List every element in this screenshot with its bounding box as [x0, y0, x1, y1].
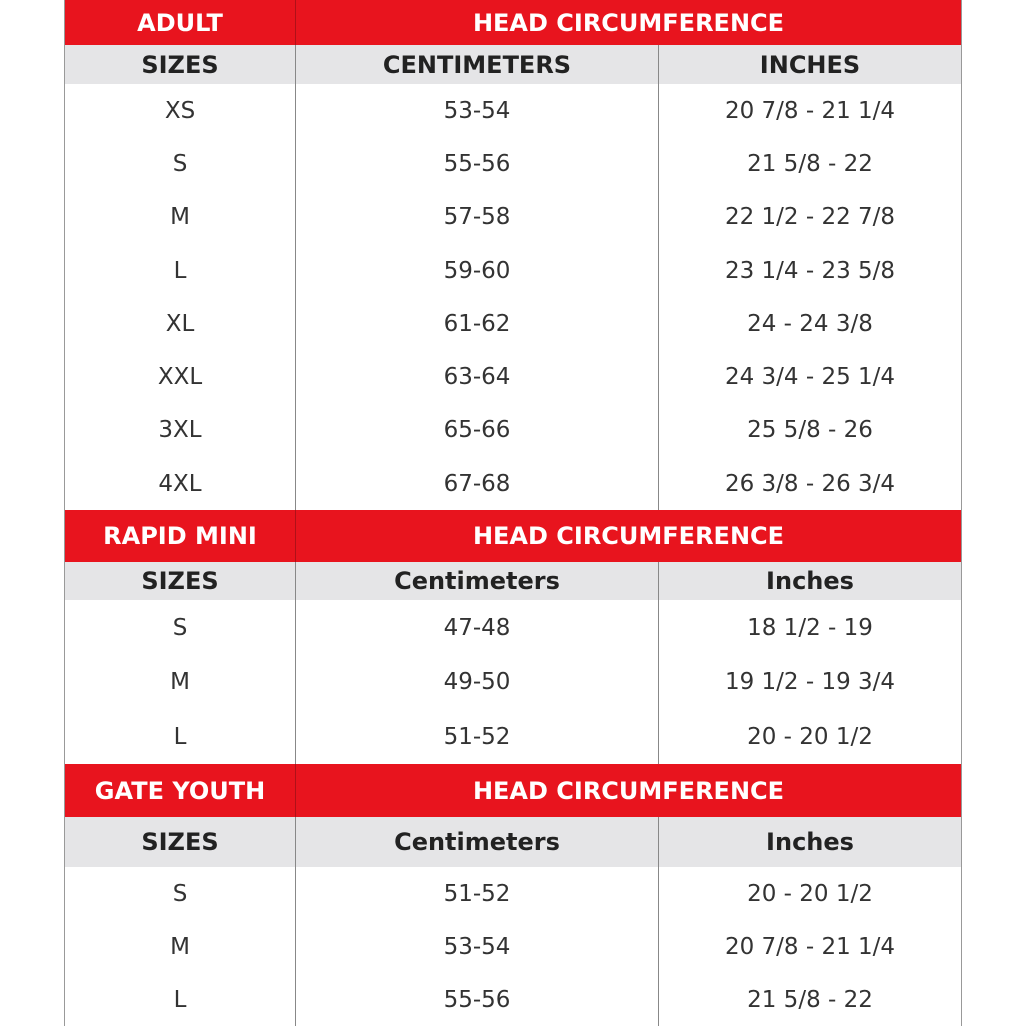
column-header-inches: INCHES — [759, 50, 861, 79]
group-header: HEAD CIRCUMFERENCE — [472, 522, 785, 551]
inches-cell: 26 3/8 - 26 3/4 — [724, 470, 896, 497]
centimeters-cell: 55-56 — [296, 137, 659, 191]
centimeters-cell: 61-62 — [296, 297, 659, 351]
inches-cell: 20 7/8 - 21 1/4 — [724, 97, 896, 124]
centimeters-cell: 47-48 — [296, 600, 659, 656]
size-cell: 4XL — [65, 457, 296, 511]
table-row: S 47-48 18 1/2 - 19 — [65, 600, 961, 656]
centimeters-cell: 55-56 — [296, 973, 659, 1026]
centimeters-cell: 51-52 — [296, 709, 659, 765]
section-title: GATE YOUTH — [65, 764, 296, 818]
column-header-centimeters: Centimeters — [296, 817, 659, 868]
section-rapid-mini: RAPID MINI HEAD CIRCUMFERENCE SIZES Centime… — [65, 510, 961, 765]
inches-cell: 21 5/8 - 22 — [747, 150, 873, 177]
table-row: XL 61-62 24 - 24 3/8 — [65, 297, 961, 351]
table-row: L 55-56 21 5/8 - 22 — [65, 973, 961, 1026]
table-row: 4XL 67-68 26 3/8 - 26 3/4 — [65, 457, 961, 511]
inches-cell: 23 1/4 - 23 5/8 — [724, 257, 896, 284]
column-header-row: SIZES Centimeters Inches — [65, 817, 961, 868]
column-header-inches: Inches — [766, 567, 854, 596]
size-cell: M — [65, 190, 296, 244]
size-cell: S — [65, 600, 296, 656]
table-row: S 51-52 20 - 20 1/2 — [65, 867, 961, 921]
column-header-sizes: SIZES — [65, 817, 296, 868]
table-row: S 55-56 21 5/8 - 22 — [65, 137, 961, 191]
table-row: XXL 63-64 24 3/4 - 25 1/4 — [65, 350, 961, 404]
centimeters-cell: 53-54 — [296, 920, 659, 974]
group-header: HEAD CIRCUMFERENCE — [472, 776, 785, 805]
size-cell: XS — [65, 84, 296, 138]
size-chart-table: ADULT HEAD CIRCUMFERENCE SIZES CENTIMETERS I… — [64, 0, 962, 1026]
inches-cell: 22 1/2 - 22 7/8 — [724, 204, 896, 231]
section-adult: ADULT HEAD CIRCUMFERENCE SIZES CENTIMETERS I… — [65, 0, 961, 511]
centimeters-cell: 49-50 — [296, 655, 659, 710]
column-header-sizes: SIZES — [65, 562, 296, 601]
inches-cell: 20 - 20 1/2 — [747, 880, 873, 907]
table-row: L 59-60 23 1/4 - 23 5/8 — [65, 243, 961, 298]
centimeters-cell: 65-66 — [296, 403, 659, 458]
table-row: L 51-52 20 - 20 1/2 — [65, 709, 961, 765]
table-row: 3XL 65-66 25 5/8 - 26 — [65, 403, 961, 458]
column-header-centimeters: Centimeters — [296, 562, 659, 601]
size-cell: XXL — [65, 350, 296, 404]
inches-cell: 20 - 20 1/2 — [747, 724, 873, 751]
size-cell: M — [65, 920, 296, 974]
section-gate-youth: GATE YOUTH HEAD CIRCUMFERENCE SIZES Centime… — [65, 764, 961, 1026]
inches-cell: 20 7/8 - 21 1/4 — [724, 933, 896, 960]
table-row: XS 53-54 20 7/8 - 21 1/4 — [65, 84, 961, 138]
size-cell: M — [65, 655, 296, 710]
column-header-sizes: SIZES — [65, 45, 296, 84]
section-header-row: GATE YOUTH HEAD CIRCUMFERENCE — [65, 764, 961, 818]
inches-cell: 21 5/8 - 22 — [747, 986, 873, 1013]
table-row: M 57-58 22 1/2 - 22 7/8 — [65, 190, 961, 244]
column-header-row: SIZES CENTIMETERS INCHES — [65, 45, 961, 84]
centimeters-cell: 63-64 — [296, 350, 659, 404]
size-cell: XL — [65, 297, 296, 351]
size-cell: 3XL — [65, 403, 296, 458]
size-cell: L — [65, 243, 296, 298]
column-header-inches: Inches — [766, 828, 854, 857]
centimeters-cell: 51-52 — [296, 867, 659, 921]
inches-cell: 18 1/2 - 19 — [747, 614, 873, 641]
centimeters-cell: 57-58 — [296, 190, 659, 244]
column-header-centimeters: CENTIMETERS — [296, 45, 659, 84]
column-header-row: SIZES Centimeters Inches — [65, 562, 961, 601]
section-title: RAPID MINI — [65, 510, 296, 563]
inches-cell: 24 - 24 3/8 — [747, 310, 873, 337]
centimeters-cell: 53-54 — [296, 84, 659, 138]
table-row: M 53-54 20 7/8 - 21 1/4 — [65, 920, 961, 974]
centimeters-cell: 67-68 — [296, 457, 659, 511]
group-header: HEAD CIRCUMFERENCE — [472, 8, 785, 37]
size-cell: S — [65, 867, 296, 921]
table-row: M 49-50 19 1/2 - 19 3/4 — [65, 655, 961, 710]
section-header-row: ADULT HEAD CIRCUMFERENCE — [65, 0, 961, 45]
inches-cell: 19 1/2 - 19 3/4 — [724, 669, 896, 696]
section-header-row: RAPID MINI HEAD CIRCUMFERENCE — [65, 510, 961, 563]
section-title: ADULT — [65, 0, 296, 45]
inches-cell: 25 5/8 - 26 — [747, 417, 873, 444]
size-cell: L — [65, 973, 296, 1026]
size-cell: S — [65, 137, 296, 191]
inches-cell: 24 3/4 - 25 1/4 — [724, 364, 896, 391]
centimeters-cell: 59-60 — [296, 243, 659, 298]
size-cell: L — [65, 709, 296, 765]
